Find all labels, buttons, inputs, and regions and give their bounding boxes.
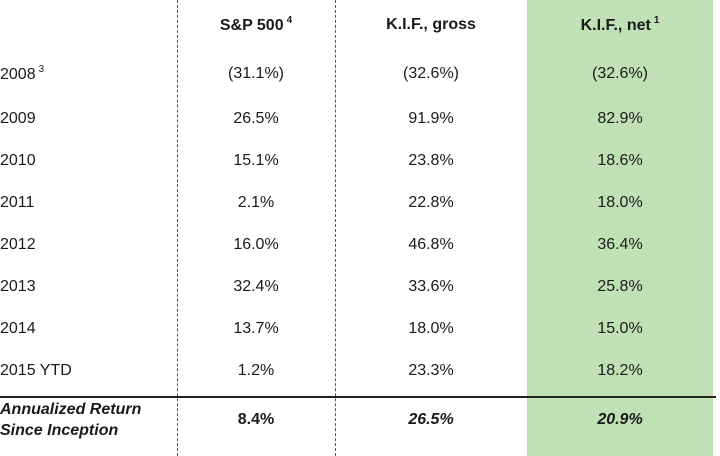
table-row: 2015 YTD 1.2% 23.3% 18.2% xyxy=(0,350,713,392)
column-divider xyxy=(335,0,336,456)
row-label: 2009 xyxy=(0,110,36,127)
table-row: 2008 3 (31.1%) (32.6%) (32.6%) xyxy=(0,50,713,98)
table-row: 2012 16.0% 46.8% 36.4% xyxy=(0,224,713,266)
sp500-value: 15.1% xyxy=(233,152,279,169)
kif-gross-value: 33.6% xyxy=(408,278,454,295)
table-row: 2009 26.5% 91.9% 82.9% xyxy=(0,98,713,140)
table-row: 2013 32.4% 33.6% 25.8% xyxy=(0,266,713,308)
summary-row: Annualized Return Since Inception 8.4% 26… xyxy=(0,392,713,448)
kif-gross-value: 18.0% xyxy=(408,320,454,337)
sp500-value: 16.0% xyxy=(233,236,279,253)
row-label: 2011 xyxy=(0,194,35,211)
summary-separator xyxy=(0,396,716,398)
performance-table: S&P 500 4 K.I.F., gross K.I.F., net 1 2008… xyxy=(0,0,713,448)
header-kif-gross: K.I.F., gross xyxy=(386,16,476,33)
kif-net-annualized-value: 20.9% xyxy=(597,411,643,428)
table-row: 2010 15.1% 23.8% 18.6% xyxy=(0,140,713,182)
kif-gross-value: 22.8% xyxy=(408,194,454,211)
header-row: S&P 500 4 K.I.F., gross K.I.F., net 1 xyxy=(0,0,713,50)
row-label: 2012 xyxy=(0,236,36,253)
header-label-cell xyxy=(0,0,177,50)
kif-net-value: 18.2% xyxy=(597,362,643,379)
sp500-value: 26.5% xyxy=(233,110,279,127)
sp500-value: (31.1%) xyxy=(227,65,285,82)
summary-label: Annualized Return Since Inception xyxy=(0,401,142,439)
kif-net-value: 15.0% xyxy=(597,320,643,337)
kif-net-value: 82.9% xyxy=(597,110,643,127)
sp500-value: 32.4% xyxy=(233,278,279,295)
sp500-value: 13.7% xyxy=(233,320,279,337)
header-kif-net: K.I.F., net 1 xyxy=(580,15,660,34)
kif-gross-annualized-value: 26.5% xyxy=(408,411,454,428)
kif-gross-value: 23.3% xyxy=(408,362,454,379)
row-label: 2014 xyxy=(0,320,36,337)
sp500-value: 2.1% xyxy=(237,194,275,211)
kif-gross-value: (32.6%) xyxy=(402,65,460,82)
row-label: 2010 xyxy=(0,152,36,169)
kif-net-value: (32.6%) xyxy=(591,65,649,82)
kif-net-value: 25.8% xyxy=(597,278,643,295)
table-row: 2014 13.7% 18.0% 15.0% xyxy=(0,308,713,350)
kif-net-value: 18.0% xyxy=(597,194,643,211)
kif-gross-value: 91.9% xyxy=(408,110,454,127)
table-row: 2011 2.1% 22.8% 18.0% xyxy=(0,182,713,224)
row-label: 2013 xyxy=(0,278,36,295)
header-sp500: S&P 500 4 xyxy=(219,15,293,34)
row-label: 2008 3 xyxy=(0,64,45,83)
kif-net-value: 36.4% xyxy=(597,236,643,253)
kif-gross-value: 46.8% xyxy=(408,236,454,253)
sp500-annualized-value: 8.4% xyxy=(237,411,275,428)
kif-net-value: 18.6% xyxy=(597,152,643,169)
row-label: 2015 YTD xyxy=(0,362,72,379)
sp500-value: 1.2% xyxy=(237,362,275,379)
column-divider xyxy=(177,0,178,456)
net-column-highlight xyxy=(527,0,713,456)
kif-gross-value: 23.8% xyxy=(408,152,454,169)
